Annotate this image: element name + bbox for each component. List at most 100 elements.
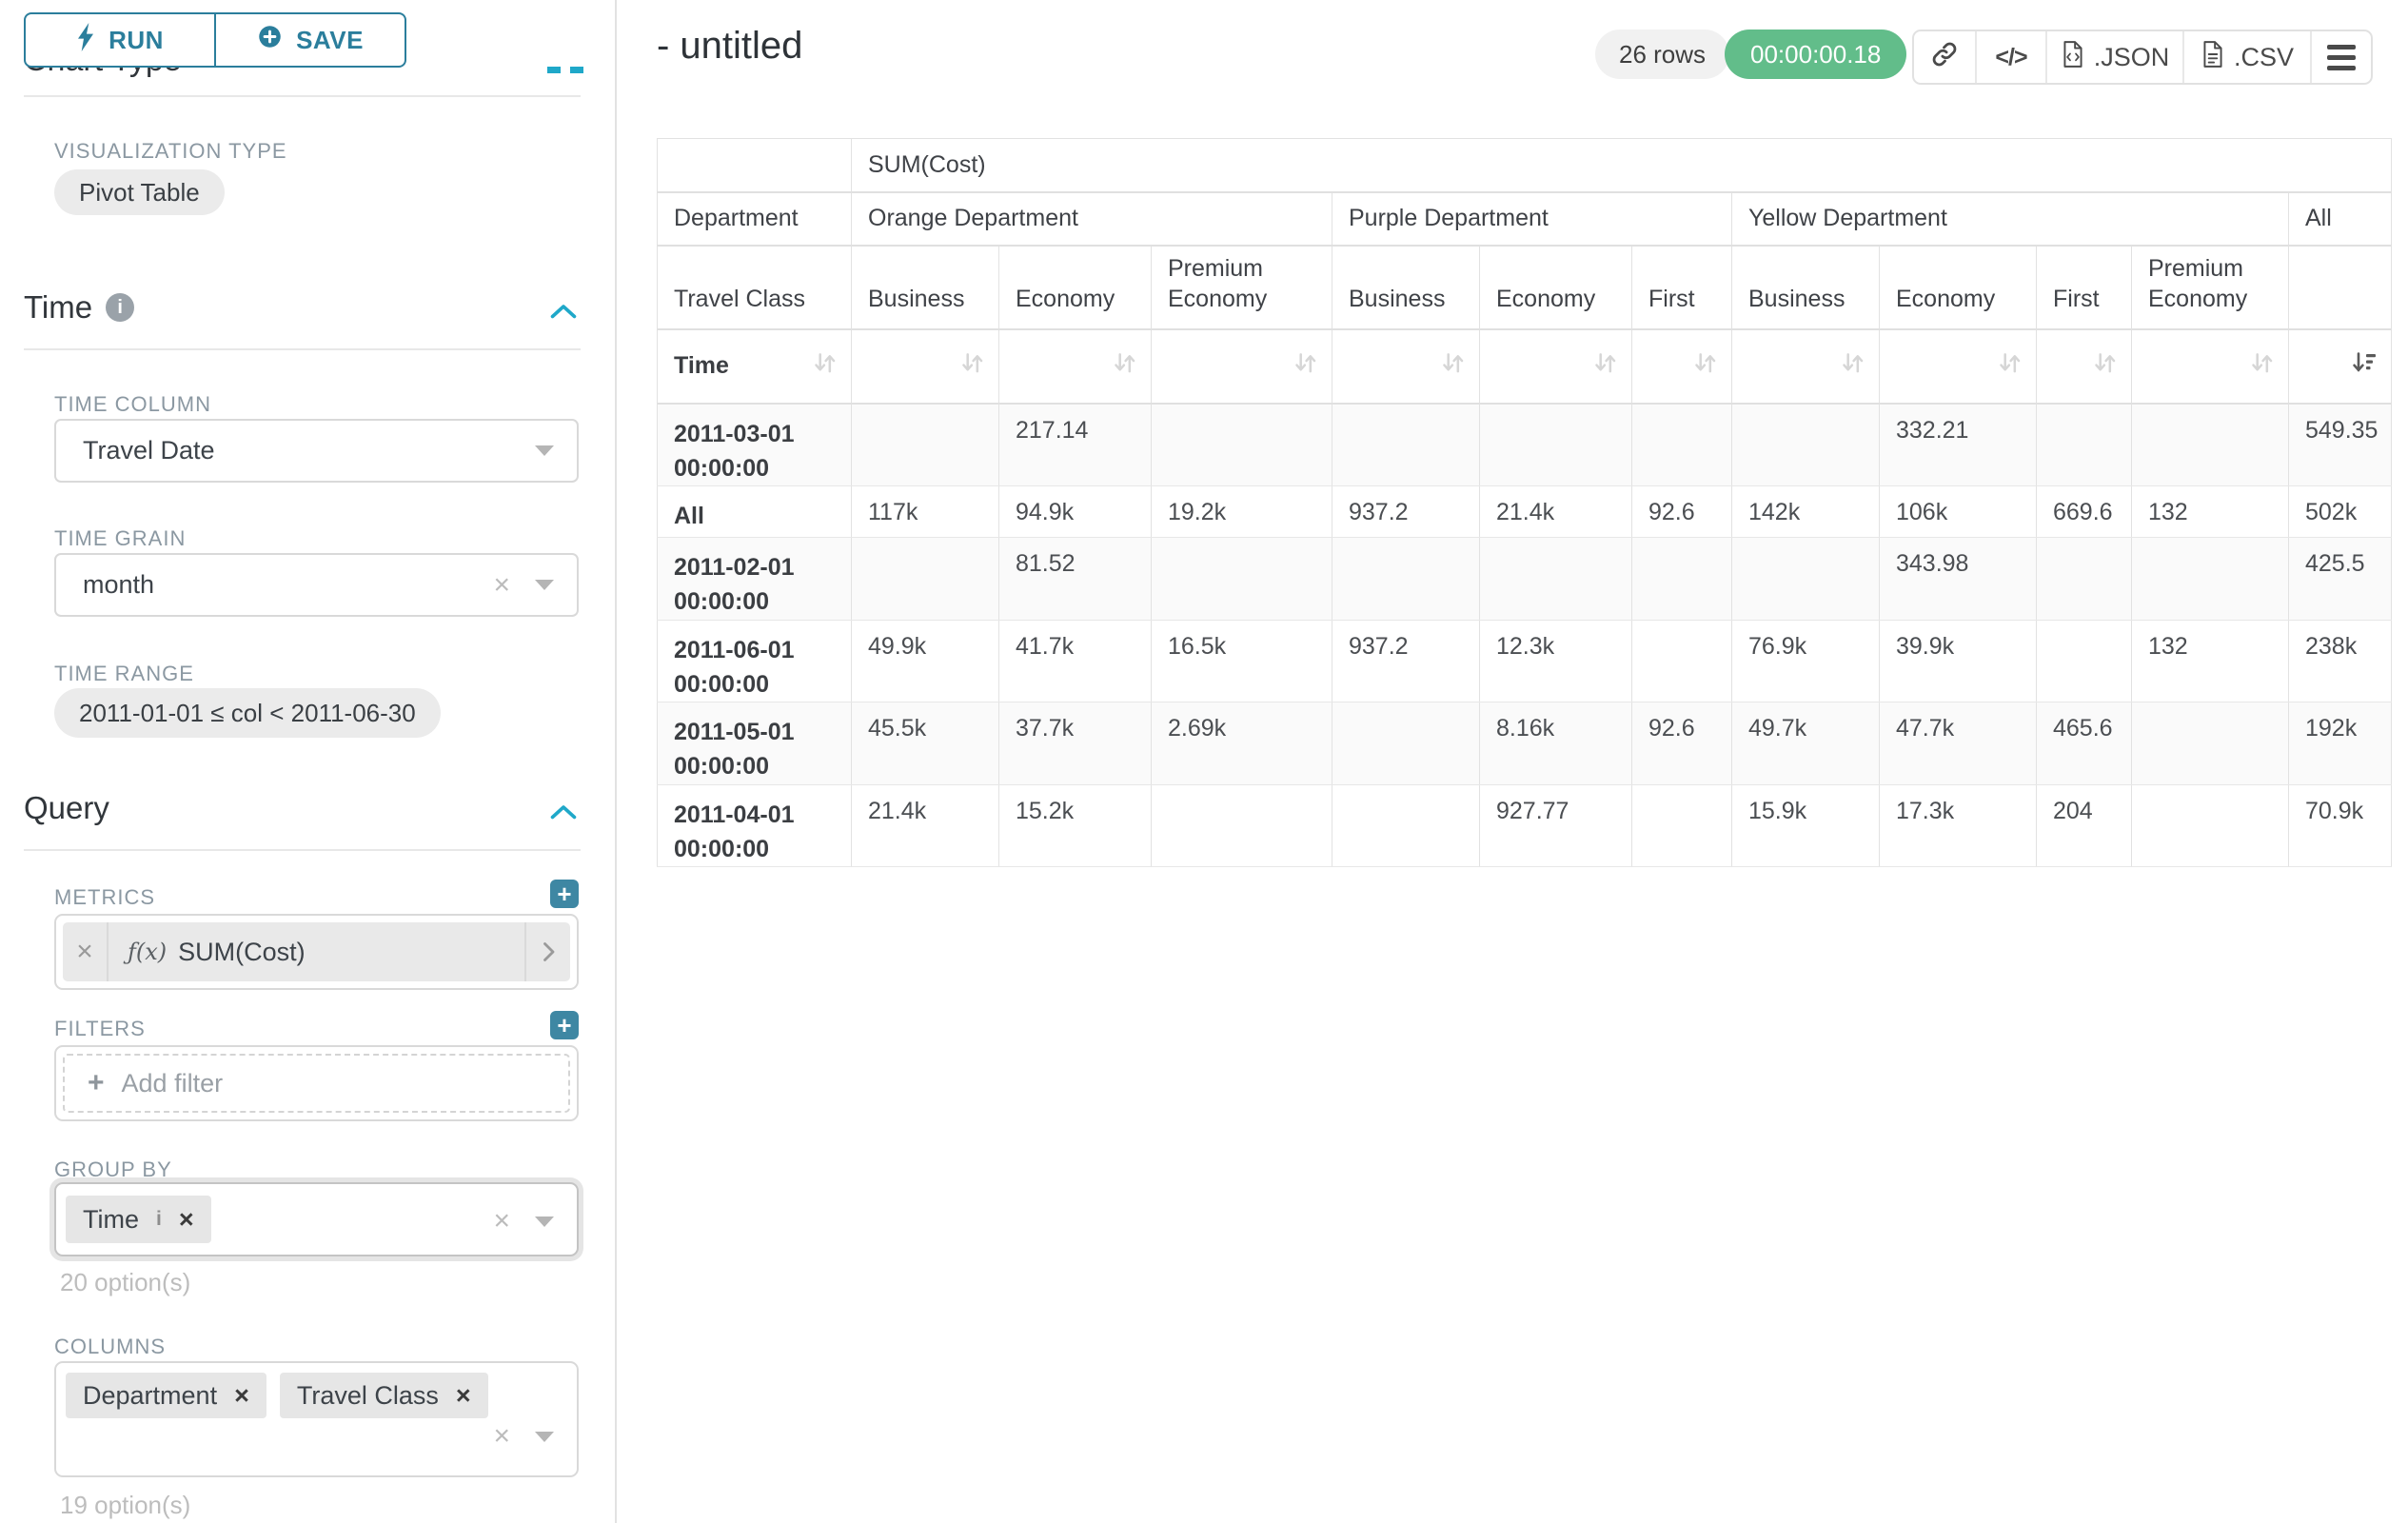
remove-chip-icon[interactable]: ×	[234, 1380, 249, 1410]
save-button[interactable]: SAVE	[214, 14, 405, 66]
copy-link-button[interactable]	[1914, 31, 1975, 83]
pivot-table: SUM(Cost) Department Orange Department Pur…	[657, 138, 2392, 867]
sort-header[interactable]	[1332, 328, 1480, 405]
pivot-value-cell: 45.5k	[851, 702, 999, 785]
columns-select[interactable]: Department × Travel Class × ×	[54, 1361, 579, 1477]
export-json-button[interactable]: .JSON	[2045, 31, 2182, 83]
pivot-value-cell	[1631, 783, 1732, 867]
time-grain-select[interactable]: month ×	[54, 553, 579, 617]
row-label-cell: All	[657, 485, 852, 538]
row-label-cell: 2011-03-01 00:00:00	[657, 403, 852, 486]
sort-header[interactable]	[1731, 328, 1880, 405]
pivot-value-cell: 2.69k	[1151, 702, 1332, 785]
run-button[interactable]: RUN	[26, 14, 214, 66]
sort-icon[interactable]	[1998, 350, 2023, 383]
sort-header[interactable]	[2131, 328, 2289, 405]
time-section-heading: Time i	[24, 289, 135, 326]
fx-icon: ƒ(x)	[128, 939, 168, 965]
expand-metric-icon[interactable]	[524, 922, 570, 981]
remove-chip-icon[interactable]: ×	[178, 1204, 194, 1234]
time-sort-header[interactable]: Time	[657, 328, 852, 405]
row-count-badge: 26 rows	[1595, 30, 1730, 79]
sort-header[interactable]	[1879, 328, 2037, 405]
columns-chip-travel-class[interactable]: Travel Class ×	[279, 1373, 488, 1418]
caret-down-icon[interactable]	[535, 1431, 554, 1442]
clear-icon[interactable]: ×	[493, 1205, 510, 1236]
run-button-label: RUN	[109, 25, 164, 54]
pivot-value-cell	[851, 537, 999, 621]
add-filter-plus-button[interactable]: +	[550, 1011, 579, 1039]
pivot-value-cell: 39.9k	[1879, 619, 2037, 702]
lightning-icon	[76, 22, 95, 58]
run-save-button-group: RUN SAVE	[24, 12, 406, 68]
sort-icon[interactable]	[813, 350, 838, 383]
travel-class-header: Economy	[998, 245, 1152, 330]
sort-header-active[interactable]	[2288, 328, 2392, 405]
remove-metric-icon[interactable]: ×	[63, 922, 109, 981]
pivot-value-cell: 70.9k	[2288, 783, 2392, 867]
collapse-time-chevron-icon[interactable]	[549, 303, 578, 325]
view-query-button[interactable]: </>	[1975, 31, 2045, 83]
sort-icon[interactable]	[1441, 350, 1466, 383]
sort-icon[interactable]	[1293, 350, 1318, 383]
pivot-value-cell: 217.14	[998, 403, 1152, 486]
pivot-value-cell	[2131, 403, 2289, 486]
sort-header[interactable]	[998, 328, 1152, 405]
sort-icon[interactable]	[1841, 350, 1865, 383]
caret-down-icon[interactable]	[535, 1216, 554, 1227]
time-range-pill[interactable]: 2011-01-01 ≤ col < 2011-06-30	[54, 688, 441, 738]
sort-icon[interactable]	[960, 350, 985, 383]
sort-header[interactable]	[851, 328, 999, 405]
columns-chip-department[interactable]: Department ×	[66, 1373, 266, 1418]
export-csv-button[interactable]: .CSV	[2182, 31, 2310, 83]
sort-icon[interactable]	[1593, 350, 1618, 383]
pivot-value-cell: 16.5k	[1151, 619, 1332, 702]
plus-icon: +	[88, 1067, 105, 1098]
metric-item[interactable]: × ƒ(x) SUM(Cost)	[63, 922, 570, 981]
chart-title[interactable]: - untitled	[657, 25, 803, 67]
pivot-sort-row: Time	[657, 328, 2392, 405]
sort-icon[interactable]	[1113, 350, 1137, 383]
group-by-select[interactable]: Time i × ×	[54, 1182, 579, 1256]
travel-class-header: Premium Economy	[1151, 245, 1332, 330]
more-options-button[interactable]	[2310, 31, 2371, 83]
remove-chip-icon[interactable]: ×	[455, 1380, 471, 1410]
add-filter-button[interactable]: + Add filter	[63, 1054, 570, 1113]
time-grain-value: month	[83, 570, 155, 599]
all-column-header: All	[2288, 191, 2392, 247]
pivot-class-row: Travel Class Business Economy Premium Econo…	[657, 245, 2392, 330]
clear-icon[interactable]: ×	[493, 568, 510, 601]
sort-icon[interactable]	[2250, 350, 2275, 383]
time-column-select[interactable]: Travel Date	[54, 419, 579, 483]
results-panel: - untitled 26 rows 00:00:00.18 </> .JSON…	[617, 0, 2408, 1523]
caret-down-icon[interactable]	[535, 445, 554, 456]
collapse-query-chevron-icon[interactable]	[549, 803, 578, 825]
pivot-value-cell	[2131, 783, 2289, 867]
pivot-data-row: 2011-04-01 00:00:00 21.4k 15.2k 927.77 15.9k…	[657, 783, 2392, 867]
group-by-label: GROUP BY	[54, 1157, 172, 1181]
info-icon[interactable]: i	[106, 293, 135, 322]
csv-file-icon	[2201, 40, 2225, 75]
viz-type-pill[interactable]: Pivot Table	[54, 169, 225, 215]
sort-icon[interactable]	[1693, 350, 1718, 383]
caret-down-icon[interactable]	[535, 580, 554, 590]
hamburger-menu-icon	[2327, 44, 2356, 70]
pivot-value-cell	[1151, 537, 1332, 621]
pivot-value-cell: 192k	[2288, 702, 2392, 785]
sort-icon[interactable]	[2093, 350, 2118, 383]
add-metric-button[interactable]: +	[550, 880, 579, 908]
pivot-value-cell	[1731, 537, 1880, 621]
sort-header[interactable]	[1631, 328, 1732, 405]
sort-desc-active-icon[interactable]	[2351, 350, 2378, 382]
sort-header[interactable]	[2036, 328, 2132, 405]
pivot-value-cell: 425.5	[2288, 537, 2392, 621]
pivot-value-cell: 76.9k	[1731, 619, 1880, 702]
pivot-value-cell: 132	[2131, 619, 2289, 702]
sort-header[interactable]	[1151, 328, 1332, 405]
clear-icon[interactable]: ×	[493, 1420, 510, 1452]
pivot-data-row: 2011-06-01 00:00:00 49.9k 41.7k 16.5k 937.2 1…	[657, 619, 2392, 702]
group-by-chip-time[interactable]: Time i ×	[66, 1196, 211, 1243]
panel-divider[interactable]	[615, 0, 617, 1523]
sort-header[interactable]	[1479, 328, 1632, 405]
pivot-data-row: 2011-05-01 00:00:00 45.5k 37.7k 2.69k 8.16k 9…	[657, 702, 2392, 785]
